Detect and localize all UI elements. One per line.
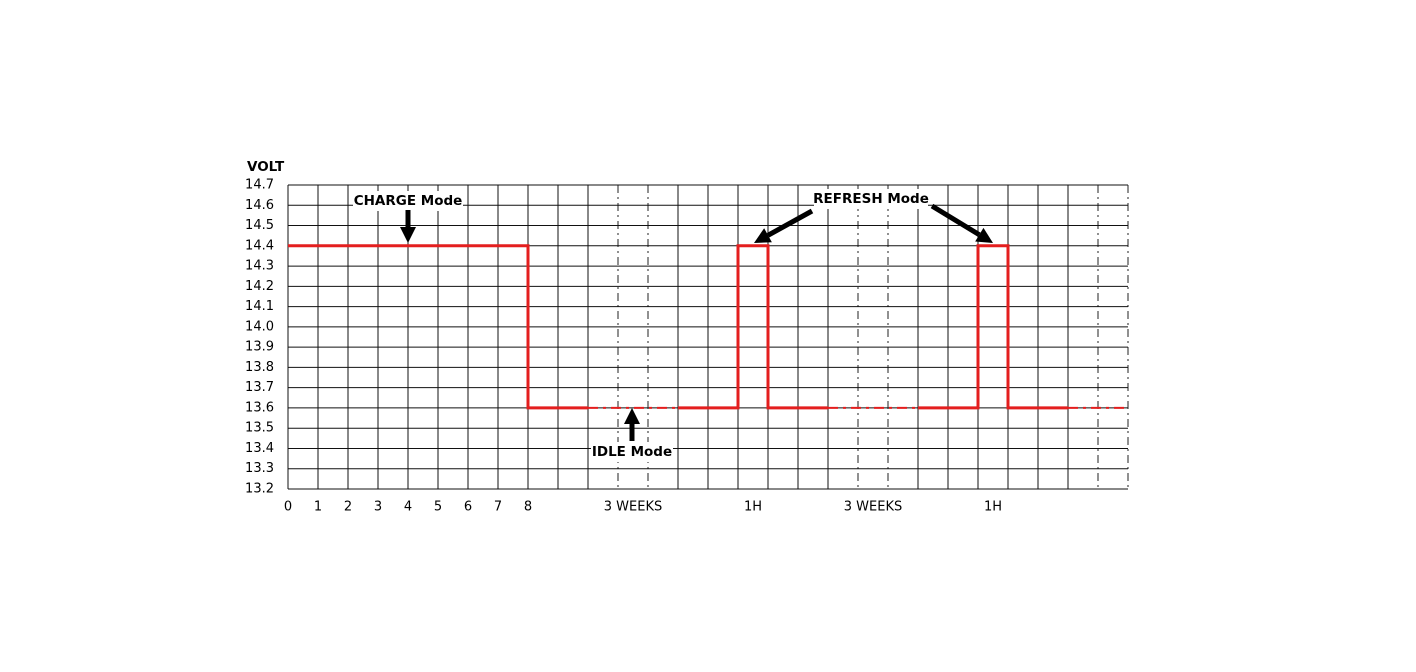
y-tick-label: 13.9 (245, 340, 274, 355)
y-tick-label: 14.3 (245, 259, 274, 274)
x-tick-label: 1H (984, 500, 1002, 515)
x-tick-label: 3 (374, 500, 382, 515)
y-tick-label: 14.4 (245, 238, 274, 253)
x-tick-label: 3 WEEKS (844, 500, 902, 515)
x-tick-label: 1 (314, 500, 322, 515)
arrow-shaft (930, 203, 981, 237)
x-tick-label: 7 (494, 500, 502, 515)
y-tick-label: 13.8 (245, 360, 274, 375)
x-tick-label: 1H (744, 500, 762, 515)
y-tick-label: 13.6 (245, 400, 274, 415)
y-tick-label: 14.1 (245, 299, 274, 314)
label-bg (814, 189, 928, 209)
y-tick-label: 14.5 (245, 218, 274, 233)
y-tick-label: 13.4 (245, 441, 274, 456)
y-tick-label: 14.2 (245, 279, 274, 294)
y-tick-label: 14.0 (245, 319, 274, 334)
y-tick-label: 13.7 (245, 380, 274, 395)
arrow-head (624, 408, 640, 424)
y-tick-label: 14.6 (245, 198, 274, 213)
arrow-shaft (766, 208, 814, 238)
arrow-head (975, 227, 993, 243)
x-tick-label: 0 (284, 500, 292, 515)
x-tick-label: 2 (344, 500, 352, 515)
x-tick-label: 4 (404, 500, 412, 515)
label-bg (353, 191, 463, 211)
y-tick-label: 13.3 (245, 461, 274, 476)
x-tick-label: 3 WEEKS (604, 500, 662, 515)
y-tick-label: 13.5 (245, 421, 274, 436)
y-tick-label: 13.2 (245, 482, 274, 497)
annotation: IDLE Mode (592, 444, 672, 460)
arrow-head (754, 228, 772, 243)
voltage-line (288, 244, 1068, 410)
y-axis-label: VOLT (247, 159, 285, 175)
x-tick-label: 6 (464, 500, 472, 515)
arrow-head (400, 227, 416, 243)
annotation: REFRESH Mode (813, 191, 929, 207)
annotation: CHARGE Mode (354, 193, 463, 209)
label-bg (591, 442, 673, 462)
x-tick-label: 8 (524, 500, 532, 515)
x-tick-label: 5 (434, 500, 442, 515)
y-tick-label: 14.7 (245, 178, 274, 193)
